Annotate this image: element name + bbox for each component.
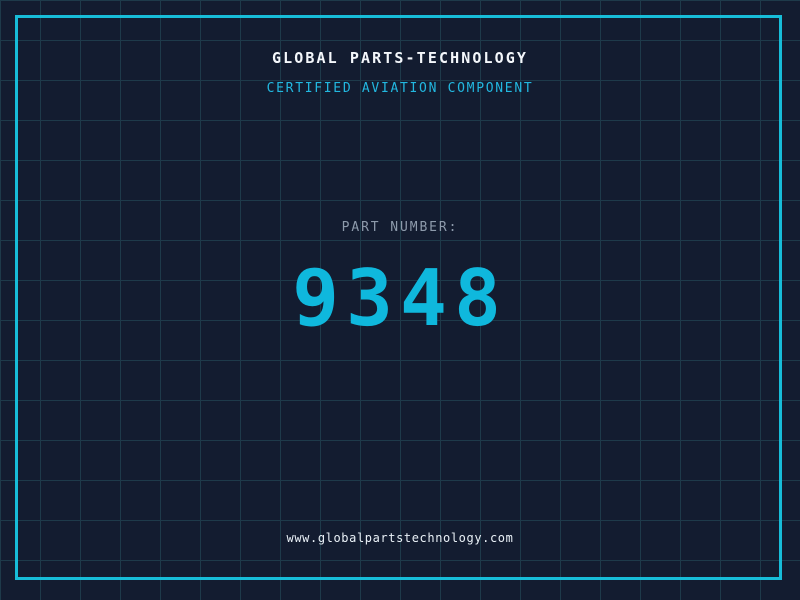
website-url: www.globalpartstechnology.com (286, 531, 514, 545)
part-number-value: 9348 (292, 254, 508, 344)
brand-subtitle: CERTIFIED AVIATION COMPONENT (266, 81, 534, 96)
brand-title: GLOBAL PARTS-TECHNOLOGY (271, 49, 528, 67)
part-number-label: PART NUMBER: (341, 220, 459, 235)
